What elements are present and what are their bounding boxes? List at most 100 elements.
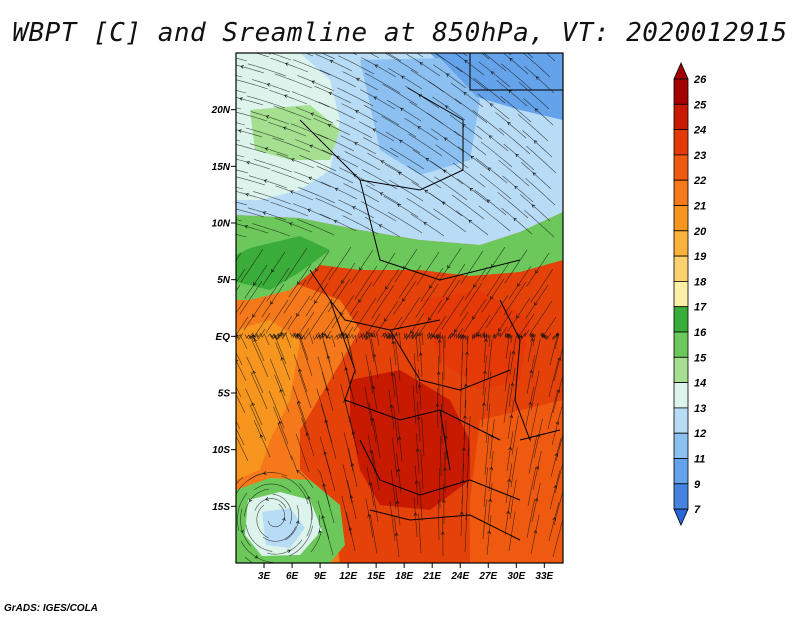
streamline-arrow (229, 493, 232, 496)
streamline (454, 98, 488, 124)
streamline (236, 420, 241, 430)
streamline-arrow (448, 42, 451, 45)
streamline-arrow (446, 73, 450, 77)
streamline-arrow (528, 401, 532, 406)
streamline-arrow (537, 45, 540, 48)
streamline-arrow (464, 59, 468, 64)
colorbar-segment (673, 483, 689, 510)
streamline (236, 97, 264, 106)
streamline (482, 333, 487, 364)
streamline-arrow (398, 171, 402, 176)
streamline (404, 117, 439, 141)
colorbar-segment (673, 432, 689, 459)
streamline-arrow (380, 160, 385, 164)
streamline (463, 399, 467, 441)
streamline-arrow (348, 526, 353, 531)
streamline (354, 265, 378, 300)
colorbar-segment (673, 306, 689, 333)
streamline (487, 339, 493, 380)
streamline (387, 67, 423, 90)
streamline (250, 332, 270, 346)
colorbar-label: 7 (694, 504, 701, 516)
streamline-arrow (401, 75, 405, 80)
streamline (306, 250, 330, 285)
streamline (459, 383, 462, 425)
streamline-arrow (263, 179, 268, 183)
streamline (274, 73, 313, 89)
streamline (290, 327, 310, 339)
streamline (371, 338, 379, 379)
credit-text: GrADS: IGES/COLA (4, 603, 98, 614)
streamline (358, 329, 376, 341)
streamline (338, 199, 375, 219)
streamline (293, 354, 308, 393)
streamline (406, 197, 441, 221)
streamline (236, 332, 244, 341)
temperature-shading (236, 53, 563, 563)
streamline (417, 401, 421, 442)
streamline-arrow (321, 515, 325, 519)
streamline (489, 419, 495, 460)
streamline (244, 556, 254, 563)
streamline (545, 53, 556, 62)
streamline-arrow (490, 434, 495, 439)
streamline-arrow (265, 497, 269, 501)
streamline-arrow (442, 499, 446, 503)
streamline-arrow (445, 105, 449, 109)
streamline (452, 162, 486, 188)
streamline (240, 248, 264, 283)
colorbar-segment (673, 129, 689, 156)
streamline-arrow (402, 297, 406, 302)
streamline (551, 332, 560, 350)
streamline (465, 335, 469, 377)
streamline (267, 503, 286, 528)
streamline (236, 129, 263, 138)
streamline (438, 247, 462, 282)
streamline (434, 53, 463, 73)
streamline (465, 479, 469, 521)
streamline-arrow (251, 402, 255, 407)
streamline (437, 279, 461, 314)
streamline-arrow (483, 370, 487, 374)
streamline (438, 499, 440, 541)
streamline-arrow (283, 94, 288, 99)
streamline-arrow (236, 359, 239, 362)
streamline (248, 472, 288, 481)
streamline-arrow (397, 203, 401, 208)
streamline (459, 282, 483, 317)
streamline (319, 333, 336, 348)
streamline (266, 267, 290, 302)
streamline-arrow (535, 465, 540, 470)
streamline (388, 179, 424, 202)
streamline (530, 514, 540, 555)
streamline (248, 312, 271, 341)
streamline (345, 367, 356, 408)
streamline-arrow (418, 94, 423, 98)
streamline-arrow (245, 192, 249, 197)
streamline (434, 176, 468, 201)
streamline-arrow (278, 420, 283, 425)
streamline-arrow (487, 167, 492, 171)
streamline (364, 105, 400, 126)
streamline-arrow (220, 182, 223, 185)
streamline (371, 284, 395, 319)
streamline (532, 450, 542, 491)
streamline (236, 333, 248, 350)
streamline (388, 389, 395, 430)
streamline-arrow (472, 315, 476, 320)
streamline (309, 298, 333, 333)
streamline (430, 160, 464, 185)
streamline-arrow (517, 282, 521, 287)
streamline-arrow (239, 97, 243, 101)
streamline (497, 191, 529, 219)
streamline-arrow (436, 371, 441, 375)
streamline (341, 352, 352, 392)
lon-tick-label: 24E (450, 571, 469, 582)
streamline (291, 455, 314, 489)
streamline-arrow (507, 121, 511, 126)
streamline (509, 479, 517, 520)
streamline (298, 370, 312, 409)
streamline (508, 367, 516, 408)
streamline (315, 314, 337, 339)
border-line (519, 429, 561, 441)
